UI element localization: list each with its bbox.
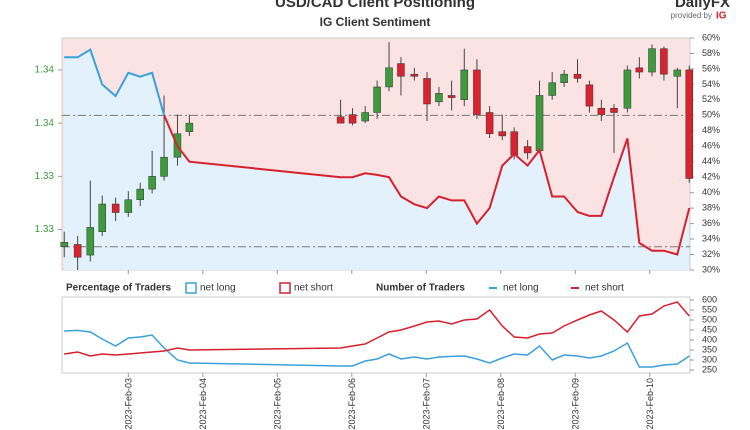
page-title: USD/CAD Client Positioning <box>275 0 475 11</box>
y2-tick-label: 50% <box>702 110 720 120</box>
y2-tick-label: 54% <box>702 79 720 89</box>
candle-body <box>498 131 507 137</box>
candle-body <box>136 188 144 201</box>
chart-title: IG Client Sentiment <box>320 15 431 29</box>
y2-tick-label: 30% <box>702 264 720 274</box>
candle-body <box>86 227 95 256</box>
candle-body <box>60 242 68 247</box>
candle-body <box>336 116 345 124</box>
y-tick-label: 400 <box>702 334 717 344</box>
provided-by: provided by <box>671 11 712 20</box>
candle-body <box>535 95 544 152</box>
legend-title: Number of Traders <box>376 283 465 294</box>
x-tick-label: 2023-Feb-10 <box>645 378 655 430</box>
y-tick-label: 1.34 <box>35 118 55 129</box>
trader-count-line <box>64 329 690 368</box>
candle-body <box>610 107 618 113</box>
y2-tick-label: 42% <box>702 172 720 182</box>
candle-body <box>460 69 469 100</box>
candle-body <box>373 86 381 113</box>
y2-tick-label: 34% <box>702 233 720 243</box>
legend-swatch <box>185 282 197 294</box>
y-tick-label: 1.34 <box>35 65 55 76</box>
y2-tick-label: 56% <box>702 63 720 73</box>
candle-body <box>348 114 357 124</box>
candle-body <box>98 203 106 232</box>
candle-body <box>124 199 133 213</box>
candle-body <box>573 73 582 79</box>
x-tick-label: 2023-Feb-06 <box>347 378 357 430</box>
y2-tick-label: 46% <box>702 141 720 151</box>
legend-label: net long <box>200 283 236 294</box>
trader-count-line <box>64 301 690 357</box>
y2-tick-label: 58% <box>702 48 720 58</box>
y-tick-label: 600 <box>702 294 717 304</box>
candle-body <box>660 48 668 75</box>
x-tick-label: 2023-Feb-04 <box>198 378 208 430</box>
candle-body <box>673 69 682 77</box>
net-long-area <box>64 49 690 270</box>
y-tick-label: 500 <box>702 314 717 324</box>
x-tick-label: 2023-Feb-05 <box>273 378 283 430</box>
candle-body <box>485 112 494 135</box>
candle-body <box>410 73 419 77</box>
y2-tick-label: 40% <box>702 187 720 197</box>
legend-swatch <box>279 282 291 294</box>
candle-body <box>648 48 656 73</box>
y2-tick-label: 36% <box>702 218 720 228</box>
sentiment-line <box>64 48 691 256</box>
candle-body <box>423 78 431 105</box>
candle-body <box>597 107 606 115</box>
candle-body <box>523 146 532 154</box>
candle-body <box>111 203 120 213</box>
candle-body <box>185 122 194 132</box>
x-tick-label: 2023-Feb-07 <box>422 378 432 430</box>
brand: IG <box>716 11 727 22</box>
candle-body <box>435 93 443 103</box>
y-tick-label: 250 <box>702 364 717 374</box>
y2-tick-label: 60% <box>702 32 720 42</box>
legend-title: Percentage of Traders <box>66 283 171 294</box>
legend: Percentage of Traders net long net short… <box>66 282 624 294</box>
y2-tick-label: 32% <box>702 249 720 259</box>
candle-body <box>623 69 632 109</box>
x-tick-label: 2023-Feb-08 <box>496 378 506 430</box>
candle-body <box>473 69 481 115</box>
candle-body <box>160 156 168 177</box>
candle-body <box>73 244 82 258</box>
candle-body <box>685 69 694 179</box>
logo: DailyFX <box>675 0 730 11</box>
y-tick-label: 550 <box>702 304 717 314</box>
y-tick-label: 350 <box>702 344 717 354</box>
candle-body <box>361 112 369 122</box>
candle-body <box>585 84 594 107</box>
y2-tick-label: 38% <box>702 203 720 213</box>
x-tick-label: 2023-Feb-09 <box>571 378 581 430</box>
candle-body <box>560 73 568 83</box>
candle-body <box>148 176 156 190</box>
candle-body <box>397 63 405 77</box>
y-tick-label: 1.33 <box>35 171 55 182</box>
legend-label: net long <box>503 283 539 294</box>
legend-label: net short <box>294 283 333 294</box>
candle-body <box>548 82 556 96</box>
candle-body <box>385 67 393 88</box>
candle-body <box>510 131 518 156</box>
x-tick-label: 2023-Feb-03 <box>124 378 134 430</box>
legend-label: net short <box>585 283 624 294</box>
y2-tick-label: 44% <box>702 156 720 166</box>
y-tick-label: 450 <box>702 324 717 334</box>
y2-tick-label: 52% <box>702 94 720 104</box>
plot-frame <box>61 296 691 374</box>
y-tick-label: 300 <box>702 354 717 364</box>
y-tick-label: 1.33 <box>35 224 55 235</box>
y2-tick-label: 48% <box>702 125 720 135</box>
candle-body <box>447 95 456 98</box>
candle-body <box>635 67 644 73</box>
